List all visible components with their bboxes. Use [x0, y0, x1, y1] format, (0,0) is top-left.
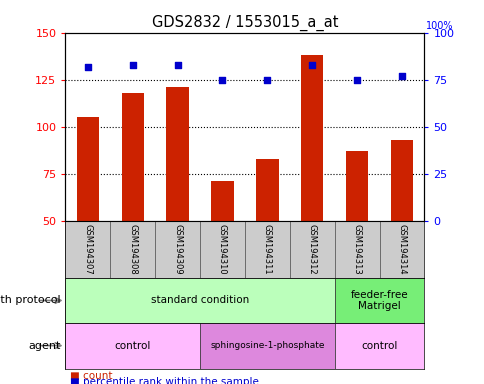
Point	[84, 63, 91, 70]
Bar	[110, 221, 155, 278]
Bar	[65, 278, 334, 323]
Bar	[121, 93, 144, 315]
Text: ■ percentile rank within the sample: ■ percentile rank within the sample	[70, 377, 258, 384]
Bar	[200, 221, 244, 278]
Text: feeder-free
Matrigel: feeder-free Matrigel	[350, 290, 408, 311]
Text: GSM194308: GSM194308	[128, 224, 137, 275]
Point	[173, 61, 181, 68]
Text: control: control	[114, 341, 151, 351]
Text: GSM194309: GSM194309	[173, 224, 182, 275]
Bar	[289, 221, 334, 278]
Text: GSM194311: GSM194311	[262, 224, 272, 275]
Text: GSM194313: GSM194313	[352, 224, 361, 275]
Text: GSM194310: GSM194310	[217, 224, 227, 275]
Bar	[76, 118, 99, 315]
Text: 100%: 100%	[425, 21, 453, 31]
Bar	[301, 55, 323, 315]
Text: GSM194307: GSM194307	[83, 224, 92, 275]
Bar	[65, 323, 199, 369]
Bar	[200, 323, 334, 369]
Point	[308, 61, 316, 68]
Bar	[65, 221, 110, 278]
Point	[352, 76, 360, 83]
Point	[129, 61, 136, 68]
Text: GSM194314: GSM194314	[396, 224, 406, 275]
Point	[397, 73, 405, 79]
Bar	[166, 87, 188, 315]
Text: standard condition: standard condition	[151, 295, 249, 306]
Point	[263, 76, 271, 83]
Bar	[390, 140, 412, 315]
Bar	[378, 221, 424, 278]
Text: sphingosine-1-phosphate: sphingosine-1-phosphate	[210, 341, 324, 350]
Bar	[334, 221, 378, 278]
Bar	[155, 221, 200, 278]
Text: control: control	[361, 341, 397, 351]
Bar	[334, 278, 424, 323]
Bar	[345, 151, 367, 315]
Title: GDS2832 / 1553015_a_at: GDS2832 / 1553015_a_at	[151, 15, 337, 31]
Text: growth protocol: growth protocol	[0, 295, 60, 306]
Text: ■ count: ■ count	[70, 371, 113, 381]
Bar	[244, 221, 289, 278]
Bar	[334, 323, 424, 369]
Text: agent: agent	[28, 341, 61, 351]
Bar	[211, 181, 233, 315]
Text: GSM194312: GSM194312	[307, 224, 316, 275]
Point	[218, 76, 226, 83]
Bar	[256, 159, 278, 315]
